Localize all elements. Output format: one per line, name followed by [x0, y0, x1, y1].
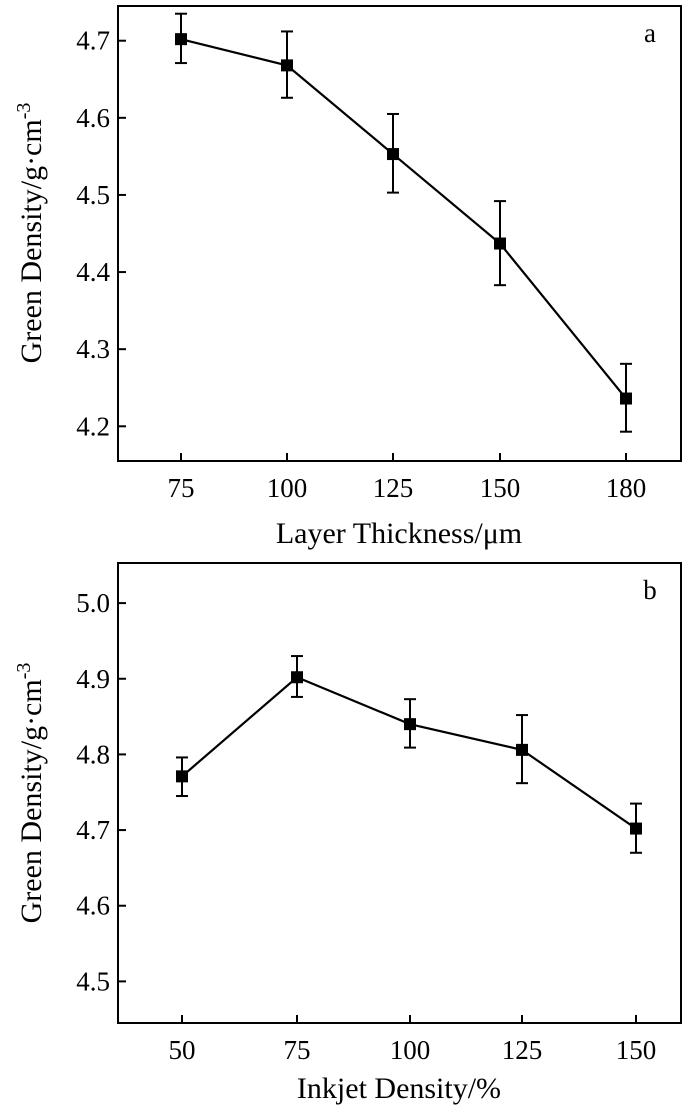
chart-panel-a: a 75 100 125 150 180 4.2 4.3 4.4 4.5 4.6 4.7 Laye… — [13, 5, 682, 550]
x-axis-title-a: Layer Thickness/μm — [276, 517, 522, 550]
y-axis-b: 4.5 4.6 4.7 4.8 4.9 5.0 — [76, 588, 126, 996]
data-point-b-100 — [404, 718, 416, 731]
y-axis-title-a-main: Green Density/g·cm — [15, 119, 48, 363]
y-tick-label-b-5.0: 5.0 — [76, 588, 110, 618]
x-tick-label-b-75: 75 — [284, 1035, 311, 1065]
x-tick-label-b-125: 125 — [502, 1035, 543, 1065]
plot-frame-a — [117, 5, 682, 462]
y-tick-label-b-4.7: 4.7 — [76, 815, 110, 845]
x-tick-label-a-75: 75 — [168, 473, 195, 503]
y-tick-label-a-4.2: 4.2 — [76, 411, 110, 441]
x-axis-a: 75 100 125 150 180 — [168, 453, 647, 503]
data-point-b-50 — [176, 770, 188, 783]
y-tick-label-b-4.5: 4.5 — [76, 966, 110, 996]
y-tick-label-a-4.5: 4.5 — [76, 180, 110, 210]
data-point-b-75 — [291, 671, 303, 684]
y-axis-title-b: Green Density/g·cm-3 — [13, 663, 48, 924]
x-tick-label-a-100: 100 — [267, 473, 308, 503]
x-tick-label-a-150: 150 — [480, 473, 521, 503]
data-point-a-150 — [494, 237, 506, 250]
x-axis-b: 50 75 100 125 150 — [169, 1015, 657, 1065]
data-point-a-125 — [387, 148, 399, 161]
x-axis-title-b: Inkjet Density/% — [297, 1072, 501, 1105]
y-axis-a: 4.2 4.3 4.4 4.5 4.6 4.7 — [76, 26, 126, 441]
series-line-a — [180, 38, 627, 400]
series-b — [176, 655, 642, 854]
data-point-a-75 — [175, 33, 187, 46]
data-point-a-180 — [620, 392, 632, 405]
y-tick-label-b-4.6: 4.6 — [76, 891, 110, 921]
y-tick-label-b-4.9: 4.9 — [76, 664, 110, 694]
data-point-b-125 — [516, 743, 528, 756]
y-axis-title-b-superscript: -3 — [13, 663, 35, 680]
panel-label-b: b — [643, 575, 657, 605]
series-a — [175, 12, 632, 433]
data-point-b-150 — [630, 822, 642, 835]
x-tick-label-b-100: 100 — [390, 1035, 431, 1065]
y-tick-label-a-4.7: 4.7 — [76, 26, 110, 56]
y-axis-title-a: Green Density/g·cm-3 — [13, 103, 48, 364]
x-tick-label-a-125: 125 — [373, 473, 414, 503]
x-tick-label-b-50: 50 — [169, 1035, 196, 1065]
y-tick-label-a-4.6: 4.6 — [76, 103, 110, 133]
data-point-a-100 — [281, 59, 293, 72]
y-tick-label-b-4.8: 4.8 — [76, 739, 110, 769]
x-tick-label-b-150: 150 — [616, 1035, 657, 1065]
chart-panel-b: b 50 75 100 125 150 4.5 4.6 4.7 4.8 4.9 5.0 Inkje… — [13, 562, 682, 1105]
plot-frame-b — [117, 562, 682, 1024]
x-tick-label-a-180: 180 — [606, 473, 647, 503]
y-tick-label-a-4.4: 4.4 — [76, 257, 110, 287]
y-tick-label-a-4.3: 4.3 — [76, 334, 110, 364]
y-axis-title-b-main: Green Density/g·cm — [15, 679, 48, 923]
y-axis-title-a-superscript: -3 — [13, 103, 35, 120]
panel-label-a: a — [644, 18, 656, 48]
